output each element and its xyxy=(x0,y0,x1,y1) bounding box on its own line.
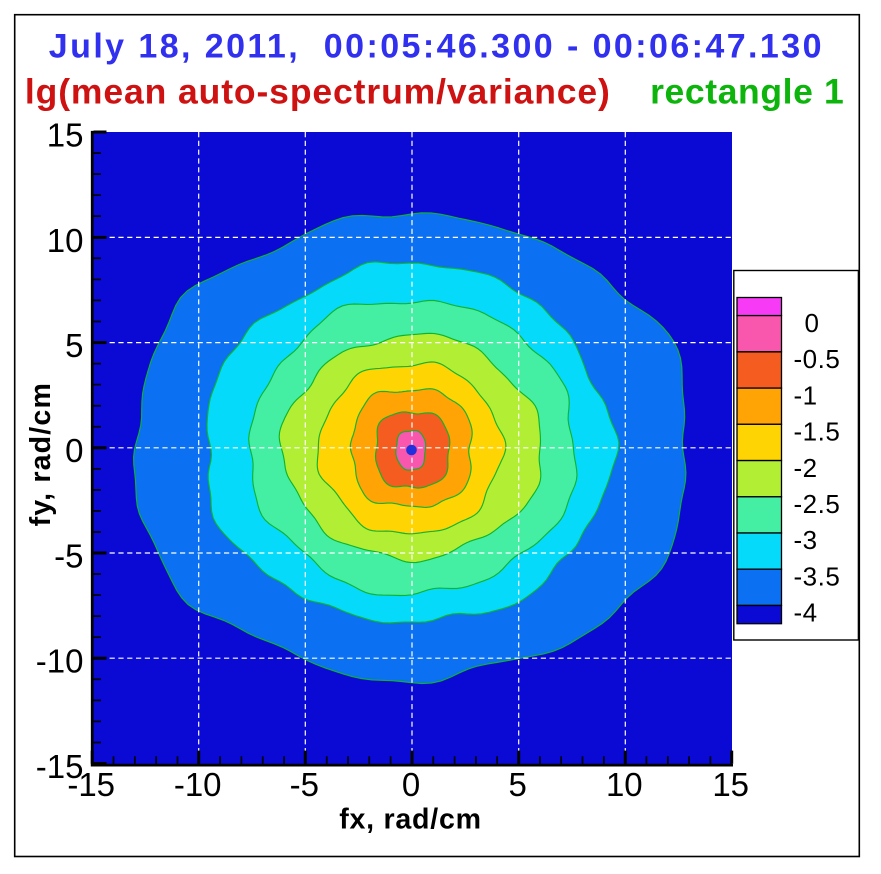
svg-text:-2: -2 xyxy=(794,453,818,483)
svg-text:-3: -3 xyxy=(794,525,818,555)
svg-text:July 18, 2011, 00:05:46.300 -: July 18, 2011, 00:05:46.300 - 00:06:47.1… xyxy=(49,27,824,65)
svg-text:-15: -15 xyxy=(36,748,84,785)
svg-text:10: 10 xyxy=(47,222,84,259)
svg-text:0: 0 xyxy=(402,766,420,803)
svg-text:-10: -10 xyxy=(36,643,84,680)
svg-text:-5: -5 xyxy=(54,537,83,574)
svg-text:-4: -4 xyxy=(794,598,818,628)
svg-text:lg(mean auto-spectrum/variance: lg(mean auto-spectrum/variance) xyxy=(25,72,611,112)
svg-text:-1: -1 xyxy=(794,380,818,410)
svg-text:-5: -5 xyxy=(290,766,319,803)
svg-text:fx, rad/cm: fx, rad/cm xyxy=(339,803,482,835)
svg-text:15: 15 xyxy=(47,116,84,153)
svg-text:-3.5: -3.5 xyxy=(794,561,841,591)
svg-text:-15: -15 xyxy=(67,766,115,803)
svg-text:0: 0 xyxy=(805,308,820,338)
svg-text:rectangle 1: rectangle 1 xyxy=(650,72,844,112)
svg-text:-0.5: -0.5 xyxy=(794,344,841,374)
svg-text:-2.5: -2.5 xyxy=(794,489,841,519)
svg-text:-1.5: -1.5 xyxy=(794,417,841,447)
svg-text:5: 5 xyxy=(65,327,83,364)
svg-text:5: 5 xyxy=(509,766,527,803)
svg-text:-10: -10 xyxy=(174,766,222,803)
svg-text:0: 0 xyxy=(65,432,83,469)
svg-text:fy, rad/cm: fy, rad/cm xyxy=(25,382,57,526)
svg-text:10: 10 xyxy=(606,766,643,803)
svg-text:15: 15 xyxy=(712,766,749,803)
